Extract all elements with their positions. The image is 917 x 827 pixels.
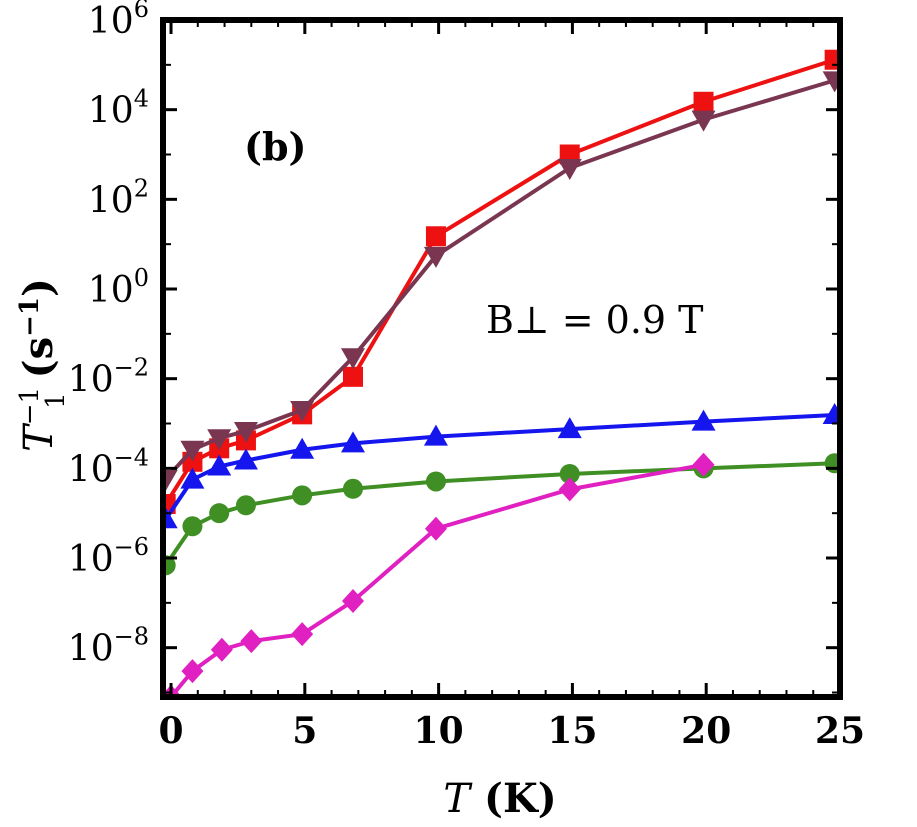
x-tick-label: 25 xyxy=(815,710,865,752)
data-point-triangle-up xyxy=(822,402,840,424)
data-point-square xyxy=(425,226,446,247)
data-point-triangle-down xyxy=(423,246,448,268)
data-point-square xyxy=(342,366,363,387)
data-point-triangle-up xyxy=(290,437,315,459)
data-point-triangle-up xyxy=(423,424,448,446)
series-1 xyxy=(163,49,840,515)
data-point-triangle-down xyxy=(340,348,365,370)
data-point-circle xyxy=(342,478,363,499)
data-point-triangle-down xyxy=(290,401,315,423)
series-line xyxy=(164,78,836,481)
x-axis-unit: (K) xyxy=(484,775,557,822)
x-axis-label: T (K) xyxy=(443,775,556,822)
panel-label: (b) xyxy=(244,124,307,169)
y-tick-label: 104 xyxy=(88,85,149,132)
series-line xyxy=(163,57,836,506)
data-point-diamond xyxy=(692,452,715,477)
data-point-diamond xyxy=(240,629,263,654)
y-tick-label: 10−8 xyxy=(68,623,149,670)
marks-layer xyxy=(163,49,840,697)
data-point-square xyxy=(693,91,714,112)
y-axis-label: T−11(s−1) xyxy=(15,278,71,452)
data-point-diamond xyxy=(558,477,581,502)
x-tick-label: 10 xyxy=(414,710,464,752)
y-tick-label: 100 xyxy=(88,264,149,311)
data-point-diamond xyxy=(181,659,204,684)
data-point-triangle-up xyxy=(180,467,205,489)
data-point-triangle-up xyxy=(691,409,716,431)
plot-frame xyxy=(160,17,843,700)
data-point-triangle-down xyxy=(233,422,258,444)
data-point-circle xyxy=(559,463,580,484)
y-axis-symbol-sup: −1 xyxy=(15,387,45,425)
ticks-layer: 0 5 10 15 20 25 106 104 102 100 10−2 10−4 10−6 10−8 xyxy=(68,0,865,752)
x-tick-label: 5 xyxy=(292,710,317,752)
data-point-triangle-up xyxy=(340,431,365,453)
data-point-circle xyxy=(163,555,176,576)
data-point-diamond xyxy=(424,516,447,541)
y-axis-symbol: T xyxy=(16,422,62,452)
series-line xyxy=(164,461,835,567)
data-point-diamond xyxy=(341,588,364,613)
x-axis-symbol: T xyxy=(443,776,473,822)
x-tick-label: 0 xyxy=(158,710,183,752)
data-point-triangle-down xyxy=(557,158,582,180)
series-2 xyxy=(163,71,840,491)
data-point-circle xyxy=(425,471,446,492)
data-point-triangle-up xyxy=(207,454,232,476)
series-3 xyxy=(163,402,840,529)
data-point-circle xyxy=(292,485,313,506)
data-point-circle xyxy=(209,503,230,524)
data-point-triangle-down xyxy=(207,429,232,451)
x-tick-label: 15 xyxy=(547,710,597,752)
series-4 xyxy=(163,453,840,576)
y-tick-label: 10−4 xyxy=(68,443,149,490)
y-axis-unit-open: (s xyxy=(15,337,62,378)
y-axis-unit-sup: −1 xyxy=(15,297,45,337)
data-point-circle xyxy=(182,516,203,537)
y-axis-unit-close: ) xyxy=(15,278,62,297)
y-tick-label: 10−6 xyxy=(68,533,149,580)
data-point-triangle-down xyxy=(163,469,178,491)
data-point-triangle-down xyxy=(691,110,716,132)
data-point-triangle-up xyxy=(557,417,582,439)
series-5 xyxy=(163,452,715,697)
x-tick-label: 20 xyxy=(681,710,731,752)
data-point-diamond xyxy=(291,622,314,647)
y-tick-label: 102 xyxy=(88,174,149,221)
series-line xyxy=(164,412,835,521)
y-tick-label: 10−2 xyxy=(68,354,149,401)
field-annotation: B⊥ = 0.9 T xyxy=(486,298,704,342)
data-point-circle xyxy=(235,495,256,516)
data-point-triangle-down xyxy=(822,71,840,93)
data-point-triangle-down xyxy=(180,440,205,462)
data-point-triangle-up xyxy=(233,448,258,470)
y-tick-label: 106 xyxy=(88,0,149,42)
data-point-diamond xyxy=(210,637,233,662)
y-axis-symbol-sub: 1 xyxy=(41,392,71,409)
